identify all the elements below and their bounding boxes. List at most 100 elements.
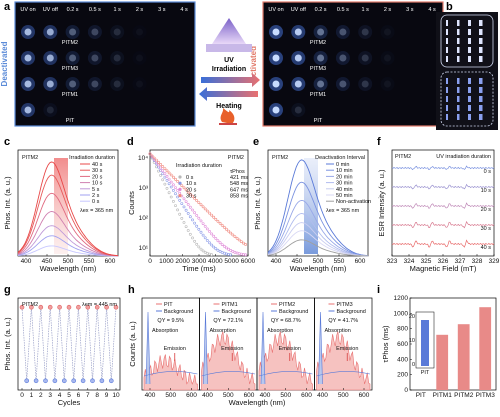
background-line — [316, 371, 371, 377]
emission-spot-core — [361, 80, 369, 88]
x-tick-label: 8 — [95, 392, 99, 399]
top-label: 2 s — [136, 7, 144, 13]
pattern-bar — [457, 87, 460, 93]
y-axis-title: Counts — [127, 191, 136, 215]
decay-point — [210, 253, 214, 257]
deactivated-point — [80, 378, 86, 384]
decay-point — [171, 199, 175, 203]
inset-tick: 10 — [409, 338, 415, 344]
panel-g-chart: 0 1 2 3 4 5 6 7 8 9 10 PITM2 λem = 445 nm Cycles Phos.… — [3, 297, 121, 407]
x-tick-label: 500 — [280, 392, 291, 399]
panel-h-label: h — [128, 284, 135, 296]
legend-title: Deactivation Interval — [315, 155, 365, 161]
pattern-bar — [468, 78, 471, 84]
x-tick-label: 500 — [313, 258, 324, 265]
decay-point — [210, 213, 214, 217]
activated-point — [57, 304, 62, 310]
y-tick-label: 10¹ — [139, 245, 149, 252]
top-label: 3 s — [158, 7, 166, 13]
emission-spot-core — [272, 106, 280, 114]
decay-point — [148, 152, 152, 156]
decay-point — [220, 243, 224, 247]
decay-point — [208, 229, 211, 233]
x-tick-label: 5 — [67, 392, 71, 399]
svg-text:Irradiation: Irradiation — [212, 66, 246, 73]
decay-point — [195, 242, 199, 246]
emission-spot-core — [339, 80, 347, 88]
decay-point — [165, 178, 169, 182]
panel-f-chart: 323 324 325 326 327 328 329 PITM2 UV irradiation… — [377, 149, 500, 273]
decay-point — [224, 246, 228, 250]
emission-spot — [87, 51, 102, 65]
panel-f-label: f — [377, 136, 381, 148]
x-tick-label: 324 — [404, 258, 415, 265]
panel-c-chart: 400 450 500 550 600 PITM2 Irradiation duration… — [3, 149, 119, 273]
absorption-peak — [203, 311, 208, 385]
activated-point — [113, 304, 119, 310]
pattern-bar — [479, 20, 483, 26]
emission-spot — [358, 51, 373, 65]
pattern-bar — [446, 114, 448, 120]
top-label: 1 s — [114, 7, 122, 13]
lambda-label: λex = 365 nm — [80, 208, 114, 214]
decay-point — [201, 205, 205, 209]
sample-name: PITM2 — [22, 302, 38, 308]
x-tick-label: 0 — [148, 258, 152, 265]
x-tick-label: 550 — [334, 258, 345, 265]
pattern-bar — [446, 47, 448, 53]
x-tick-label: 400 — [260, 392, 271, 399]
bar-PITM2 — [457, 324, 470, 390]
emission-spot-core — [317, 54, 325, 62]
emission-label: Emission — [221, 346, 243, 352]
pattern-bar — [468, 38, 471, 44]
decay-point — [167, 171, 171, 175]
legend-sample: PIT — [164, 302, 173, 308]
decay-point — [203, 236, 207, 240]
emission-spot-core — [339, 54, 347, 62]
panel-b-pattern-photo — [436, 12, 498, 130]
panel-a-samples: PITM2 PITM2 PITM3 PITM3 PITM1 PITM1 PIT PIT — [21, 25, 391, 124]
emission-spot-core — [294, 54, 302, 62]
decay-point — [197, 227, 201, 231]
y-tick-label: 1000 — [394, 310, 409, 317]
emission-spot-core — [24, 106, 32, 114]
trace-label: 20 s — [481, 207, 492, 213]
x-tick-label: 500 — [165, 392, 176, 399]
y-axis-title: Phos. Int. (a. u.) — [3, 317, 12, 371]
x-tick-label: PITM3 — [476, 392, 496, 399]
x-tick-label: PITM1 — [433, 392, 453, 399]
esr-trace — [391, 220, 495, 229]
cycle-line — [21, 307, 117, 381]
y-axis-title: τPhos (ms) — [381, 325, 390, 363]
inset-tick: 20 — [409, 314, 415, 320]
decay-point — [184, 188, 188, 192]
emission-spot-core — [272, 28, 280, 36]
emission-spot-core — [339, 28, 347, 36]
spectrum-line-20s — [17, 192, 119, 257]
decay-point — [205, 251, 209, 255]
decay-point — [203, 207, 207, 211]
x-tick-label: 400 — [202, 392, 213, 399]
pattern-bar — [446, 87, 448, 93]
top-label: 0.2 s — [67, 7, 79, 13]
legend-entry: 0 min — [336, 162, 349, 168]
trace-label: 40 s — [481, 245, 492, 251]
y-tick-label: 10² — [139, 215, 149, 222]
decay-point — [201, 233, 205, 237]
top-label: UV off — [291, 7, 307, 13]
inset-tick: 0 — [412, 362, 415, 368]
decay-point — [199, 230, 203, 234]
sample-name: PITM2 — [228, 155, 244, 161]
x-tick-label: 10 — [112, 392, 120, 399]
pattern-bar — [446, 96, 448, 102]
emission-spot-core — [136, 80, 143, 88]
bar-PITM3 — [479, 307, 492, 390]
x-tick-label: 600 — [355, 258, 366, 265]
decay-point — [169, 195, 173, 199]
emission-spot-core — [113, 54, 121, 62]
sample-name: PITM2 — [22, 155, 38, 161]
decay-point — [229, 231, 233, 235]
x-axis-title: Wavelength (nm) — [40, 264, 97, 273]
decay-point — [199, 247, 203, 251]
